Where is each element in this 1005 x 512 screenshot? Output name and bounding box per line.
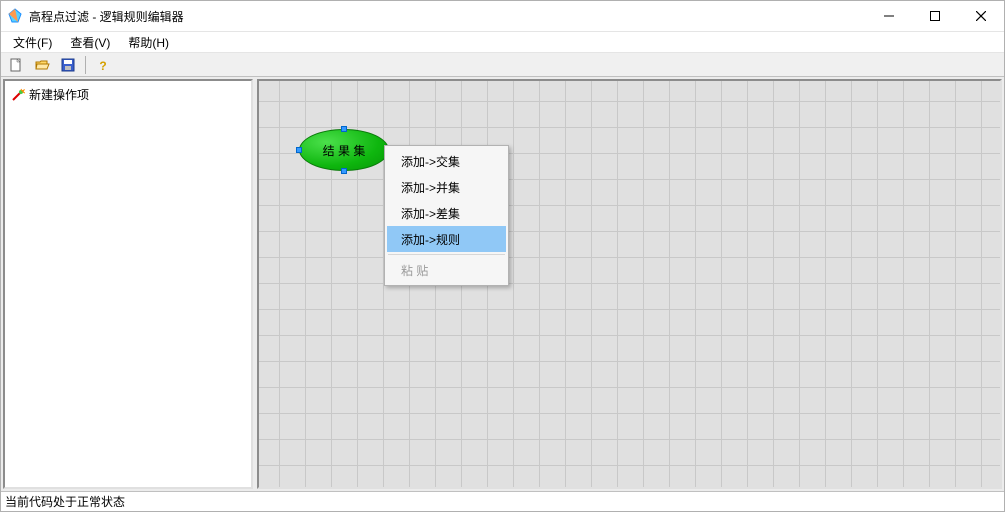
ctx-add-difference[interactable]: 添加->差集 (387, 200, 506, 226)
context-menu: 添加->交集 添加->并集 添加->差集 添加->规则 粘 贴 (384, 145, 509, 286)
statusbar: 当前代码处于正常状态 (1, 491, 1004, 511)
resize-handle-s[interactable] (341, 168, 347, 174)
resize-handle-w[interactable] (296, 147, 302, 153)
ctx-label: 添加->差集 (401, 205, 460, 222)
ctx-label: 粘 贴 (401, 262, 428, 279)
ctx-label: 添加->规则 (401, 231, 460, 248)
window-title: 高程点过滤 - 逻辑规则编辑器 (29, 8, 184, 25)
new-button[interactable] (5, 54, 27, 76)
ctx-paste: 粘 贴 (387, 257, 506, 283)
tree-root-label: 新建操作项 (29, 86, 89, 103)
ctx-add-rule[interactable]: 添加->规则 (387, 226, 506, 252)
app-window: 高程点过滤 - 逻辑规则编辑器 文件(F) 查看(V) 帮助(H) (0, 0, 1005, 512)
ctx-add-intersection[interactable]: 添加->交集 (387, 148, 506, 174)
content-area: 新建操作项 结 果 集 添加->交集 添加->并集 (1, 77, 1004, 491)
ctx-label: 添加->交集 (401, 153, 460, 170)
toolbar: ? (1, 53, 1004, 77)
resize-handle-n[interactable] (341, 126, 347, 132)
help-button[interactable]: ? (92, 54, 114, 76)
app-icon (7, 8, 23, 24)
open-button[interactable] (31, 54, 53, 76)
result-set-node[interactable]: 结 果 集 (299, 129, 389, 171)
minimize-button[interactable] (866, 1, 912, 31)
menu-view[interactable]: 查看(V) (62, 32, 118, 53)
close-button[interactable] (958, 1, 1004, 31)
menu-help[interactable]: 帮助(H) (120, 32, 177, 53)
maximize-button[interactable] (912, 1, 958, 31)
wand-icon (11, 88, 25, 102)
tree-root-item[interactable]: 新建操作项 (9, 85, 247, 104)
menu-file[interactable]: 文件(F) (5, 32, 60, 53)
svg-text:?: ? (99, 59, 106, 73)
menubar: 文件(F) 查看(V) 帮助(H) (1, 31, 1004, 53)
toolbar-separator (85, 56, 86, 74)
save-button[interactable] (57, 54, 79, 76)
titlebar: 高程点过滤 - 逻辑规则编辑器 (1, 1, 1004, 31)
node-label: 结 果 集 (323, 142, 366, 159)
tree: 新建操作项 (5, 81, 251, 108)
window-controls (866, 1, 1004, 31)
status-text: 当前代码处于正常状态 (5, 493, 125, 510)
ctx-add-union[interactable]: 添加->并集 (387, 174, 506, 200)
ctx-separator (388, 254, 505, 255)
canvas[interactable]: 结 果 集 添加->交集 添加->并集 添加->差集 添加->规则 (257, 79, 1002, 489)
sidebar-tree-panel: 新建操作项 (3, 79, 253, 489)
ctx-label: 添加->并集 (401, 179, 460, 196)
